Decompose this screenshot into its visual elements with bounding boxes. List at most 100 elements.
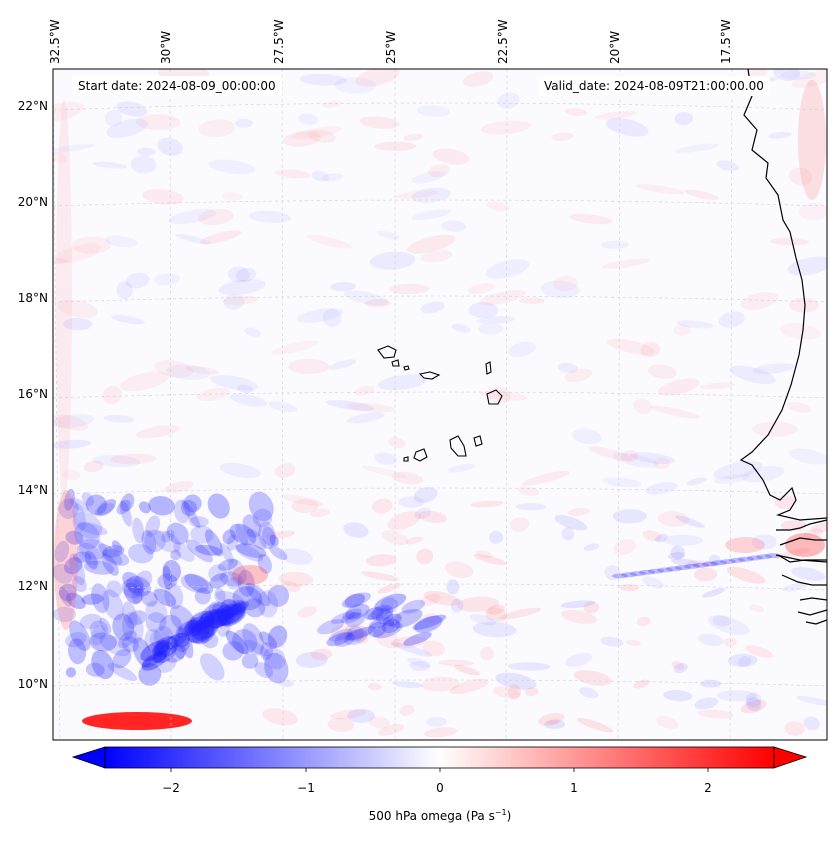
- field-patch: [53, 414, 89, 431]
- field-patch: [311, 170, 329, 182]
- field-patch: [403, 133, 424, 141]
- field-patch: [654, 533, 668, 543]
- field-patch: [583, 601, 600, 614]
- field-patch: [207, 609, 231, 628]
- omega-field: [53, 69, 827, 738]
- field-patch: [232, 629, 258, 654]
- field-patch: [83, 560, 115, 575]
- field-patch: [235, 544, 264, 562]
- field-patch: [104, 109, 123, 127]
- field-patch: [642, 530, 662, 542]
- field-patch: [716, 690, 758, 702]
- field-patch: [74, 522, 100, 550]
- field-patch: [403, 632, 432, 646]
- field-patch: [726, 566, 766, 584]
- field-patch: [101, 548, 130, 566]
- field-patch: [446, 579, 460, 595]
- field-patch: [208, 564, 227, 582]
- field-patch: [602, 258, 650, 269]
- colorbar-extend-right: [773, 746, 808, 769]
- field-patch: [374, 141, 417, 151]
- field-patch: [298, 113, 319, 125]
- field-patch: [230, 601, 247, 616]
- field-patch: [803, 716, 820, 731]
- field-patch: [639, 569, 655, 575]
- field-patch: [162, 565, 173, 590]
- field-patch: [141, 650, 168, 668]
- field-patch: [375, 609, 394, 625]
- field-patch: [259, 642, 274, 660]
- field-patch: [198, 612, 216, 622]
- field-patch: [322, 100, 342, 108]
- start-date-label: Start date: 2024-08-09_00:00:00: [72, 76, 282, 96]
- field-patch: [518, 297, 545, 304]
- field-patch: [451, 598, 464, 613]
- field-patch: [365, 554, 397, 567]
- field-patch: [127, 610, 148, 626]
- field-patch: [219, 571, 244, 587]
- lon-label: 30°W: [159, 30, 173, 64]
- field-patch: [103, 415, 135, 423]
- field-patch: [770, 237, 809, 246]
- field-patch: [173, 542, 195, 562]
- field-patch: [242, 623, 265, 656]
- field-patch: [745, 697, 762, 711]
- field-patch: [125, 272, 150, 289]
- colorbar-gradient: [104, 746, 775, 769]
- field-patch: [99, 634, 131, 657]
- field-patch: [376, 230, 400, 240]
- field-patch: [274, 463, 296, 478]
- field-patch: [164, 644, 187, 663]
- field-patch: [134, 570, 153, 591]
- field-patch: [561, 609, 597, 624]
- field-patch: [264, 652, 289, 684]
- field-patch: [525, 687, 539, 697]
- field-patch: [72, 551, 92, 563]
- field-patch: [718, 311, 745, 328]
- island-santo-antao: [377, 345, 397, 359]
- field-patch: [374, 452, 397, 465]
- field-patch: [89, 620, 109, 639]
- field-patch: [200, 230, 242, 245]
- field-patch: [327, 717, 355, 732]
- field-patch: [419, 593, 441, 607]
- colorbar-tick-label: 1: [570, 781, 578, 795]
- field-patch: [145, 515, 161, 537]
- field-patch: [668, 552, 686, 560]
- field-patch: [560, 600, 596, 609]
- field-patch: [229, 393, 268, 407]
- field-patch: [565, 652, 593, 667]
- field-patch: [227, 558, 247, 585]
- field-patch: [173, 499, 191, 524]
- field-patch: [72, 576, 87, 592]
- map-background: [53, 69, 827, 740]
- field-patch: [221, 599, 246, 618]
- field-patch: [749, 604, 764, 613]
- field-patch: [69, 620, 91, 652]
- field-patch: [309, 508, 330, 518]
- field-patch: [414, 615, 443, 633]
- field-patch: [388, 609, 423, 629]
- field-patch: [252, 508, 273, 528]
- field-patch: [85, 662, 105, 677]
- field-patch: [554, 514, 588, 531]
- field-patch: [65, 530, 84, 545]
- field-patch: [720, 559, 736, 565]
- field-patch: [56, 100, 72, 500]
- field-patch: [621, 450, 639, 463]
- lon-label: 32.5°W: [48, 19, 62, 64]
- field-patch: [713, 460, 763, 480]
- field-patch: [243, 598, 266, 618]
- field-patch: [788, 167, 813, 186]
- field-patch: [227, 576, 242, 590]
- field-patch: [53, 101, 84, 123]
- senegal-gambia-coast: [775, 554, 827, 563]
- field-patch: [194, 587, 211, 605]
- field-patch: [492, 686, 521, 699]
- field-patch: [791, 566, 826, 581]
- field-patch: [642, 576, 665, 589]
- field-patch: [162, 560, 182, 582]
- lat-label: 10°N: [17, 677, 48, 691]
- field-patch: [154, 636, 179, 658]
